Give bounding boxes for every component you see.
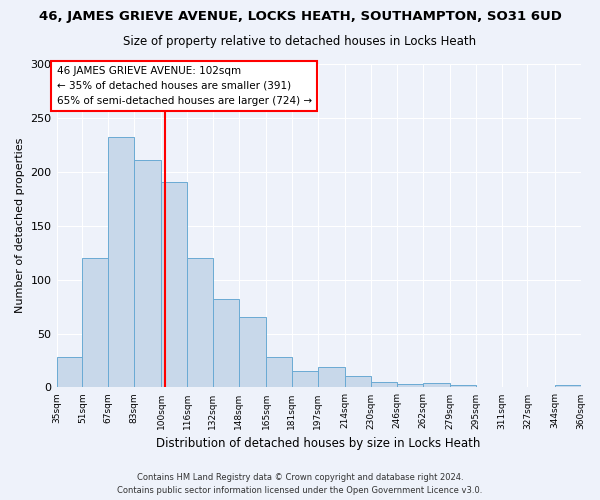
Text: Size of property relative to detached houses in Locks Heath: Size of property relative to detached ho… — [124, 35, 476, 48]
Bar — [108, 138, 134, 388]
Bar — [56, 357, 82, 388]
Y-axis label: Number of detached properties: Number of detached properties — [15, 138, 25, 314]
Bar — [134, 160, 161, 388]
Text: 46 JAMES GRIEVE AVENUE: 102sqm
← 35% of detached houses are smaller (391)
65% of: 46 JAMES GRIEVE AVENUE: 102sqm ← 35% of … — [56, 66, 311, 106]
Bar — [371, 382, 397, 388]
Text: 46, JAMES GRIEVE AVENUE, LOCKS HEATH, SOUTHAMPTON, SO31 6UD: 46, JAMES GRIEVE AVENUE, LOCKS HEATH, SO… — [38, 10, 562, 23]
Bar — [555, 386, 581, 388]
Bar — [292, 372, 318, 388]
Bar — [450, 386, 476, 388]
Bar — [422, 383, 450, 388]
Bar — [187, 258, 213, 388]
Bar — [397, 384, 422, 388]
Bar — [161, 182, 187, 388]
Bar — [213, 299, 239, 388]
Text: Contains HM Land Registry data © Crown copyright and database right 2024.
Contai: Contains HM Land Registry data © Crown c… — [118, 474, 482, 495]
Bar — [82, 258, 108, 388]
Bar — [266, 357, 292, 388]
Bar — [318, 367, 345, 388]
Bar — [239, 318, 266, 388]
X-axis label: Distribution of detached houses by size in Locks Heath: Distribution of detached houses by size … — [157, 437, 481, 450]
Bar — [345, 376, 371, 388]
